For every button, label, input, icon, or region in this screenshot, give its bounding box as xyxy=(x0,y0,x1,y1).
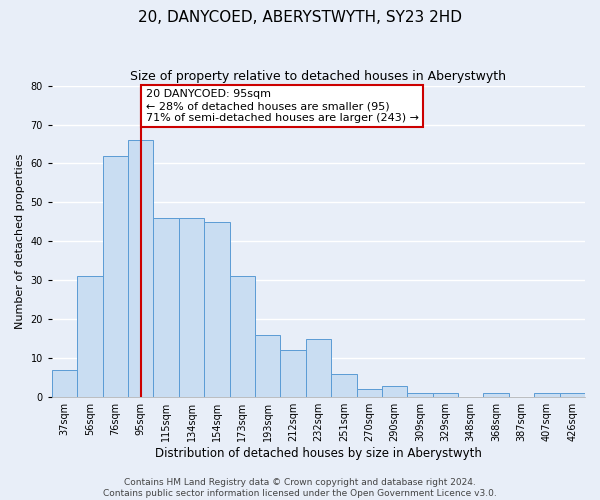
Bar xyxy=(128,140,154,397)
Bar xyxy=(280,350,306,397)
Bar xyxy=(154,218,179,397)
Bar xyxy=(484,394,509,397)
Bar xyxy=(433,394,458,397)
Text: 20, DANYCOED, ABERYSTWYTH, SY23 2HD: 20, DANYCOED, ABERYSTWYTH, SY23 2HD xyxy=(138,10,462,25)
X-axis label: Distribution of detached houses by size in Aberystwyth: Distribution of detached houses by size … xyxy=(155,447,482,460)
Bar xyxy=(103,156,128,397)
Bar xyxy=(407,394,433,397)
Bar xyxy=(77,276,103,397)
Bar xyxy=(179,218,204,397)
Bar xyxy=(52,370,77,397)
Bar xyxy=(331,374,356,397)
Bar xyxy=(230,276,255,397)
Bar xyxy=(382,386,407,397)
Text: Contains HM Land Registry data © Crown copyright and database right 2024.
Contai: Contains HM Land Registry data © Crown c… xyxy=(103,478,497,498)
Bar xyxy=(204,222,230,397)
Bar xyxy=(560,394,585,397)
Title: Size of property relative to detached houses in Aberystwyth: Size of property relative to detached ho… xyxy=(130,70,506,83)
Bar xyxy=(306,339,331,397)
Bar xyxy=(356,390,382,397)
Bar xyxy=(534,394,560,397)
Bar xyxy=(255,335,280,397)
Y-axis label: Number of detached properties: Number of detached properties xyxy=(15,154,25,329)
Text: 20 DANYCOED: 95sqm
← 28% of detached houses are smaller (95)
71% of semi-detache: 20 DANYCOED: 95sqm ← 28% of detached hou… xyxy=(146,90,419,122)
